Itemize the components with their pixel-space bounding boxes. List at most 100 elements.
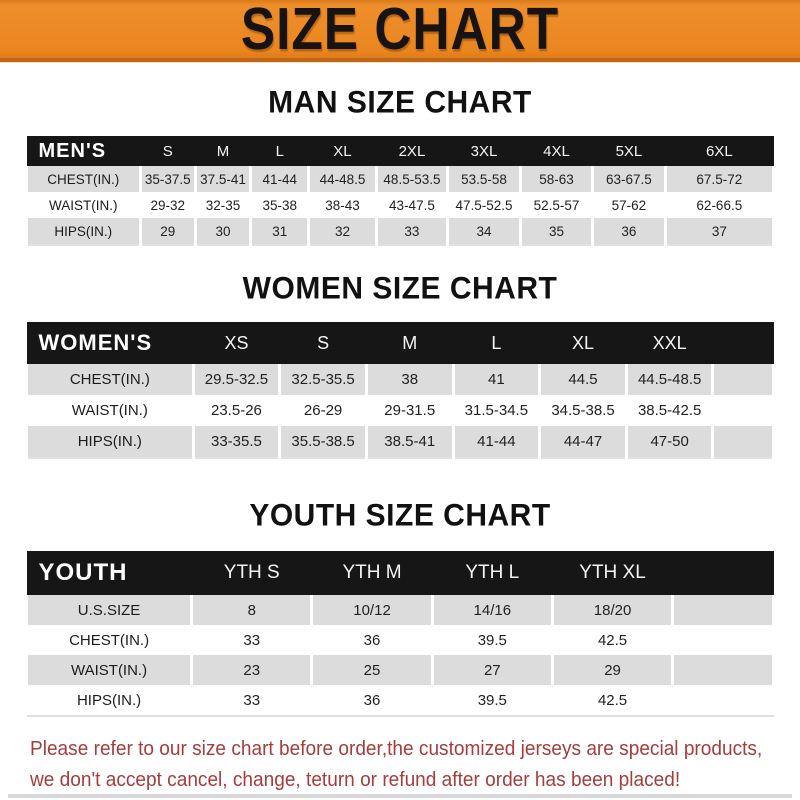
- row-label: WAIST(IN.): [26, 395, 194, 426]
- table-cell: 52.5-57: [520, 192, 593, 218]
- table-row: WAIST(IN.) 23 25 27 29: [24, 655, 775, 685]
- table-corner-label: YOUTH: [26, 551, 192, 595]
- table-cell: 38-43: [308, 192, 377, 218]
- table-cell: 53.5-58: [446, 166, 522, 192]
- row-spacer: [711, 426, 775, 458]
- table-cell: 30: [193, 218, 253, 245]
- table-cell: 48.5-53.5: [374, 166, 450, 192]
- table-cell: 29-31.5: [366, 395, 454, 426]
- table-row: HIPS(IN.) 33-35.5 35.5-38.5 38.5-41 41-44 44-…: [25, 426, 775, 458]
- row-label: HIPS(IN.): [25, 426, 195, 458]
- disclaimer: Please refer to our size chart before or…: [30, 733, 800, 795]
- column-header: S: [140, 136, 196, 166]
- table-cell: 29: [550, 655, 675, 685]
- table-cell: 62-66.5: [665, 192, 774, 218]
- table-cell: 23.5-26: [193, 395, 280, 426]
- table-corner-label: WOMEN'S: [26, 322, 194, 364]
- table-cell: 41-44: [451, 426, 542, 458]
- table-row: CHEST(IN.) 33 36 39.5 42.5: [26, 625, 774, 655]
- column-header: 3XL: [447, 136, 521, 166]
- table-cell: 33-35.5: [191, 426, 282, 458]
- table-cell: 35: [518, 218, 595, 245]
- size-table: MEN'S S M L XL 2XL 3XL 4XL 5XL 6XL CHEST(IN.) 35-37…: [25, 136, 776, 246]
- column-header: S: [279, 322, 367, 364]
- row-label: CHEST(IN.): [26, 625, 192, 655]
- table-cell: 39.5: [432, 685, 553, 716]
- table-cell: 35-37.5: [138, 166, 197, 192]
- table-cell: 47.5-52.5: [447, 192, 521, 218]
- table-cell: 38.5-42.5: [626, 395, 713, 426]
- row-label: WAIST(IN.): [24, 655, 194, 685]
- table-cell: 27: [430, 655, 554, 685]
- table-cell: 57-62: [592, 192, 666, 218]
- table-cell: 39.5: [432, 625, 553, 655]
- table-cell: 44.5: [538, 364, 628, 395]
- table-cell: 36: [311, 625, 433, 655]
- column-header: XL: [539, 322, 627, 364]
- table-cell: 44.5-48.5: [624, 364, 715, 395]
- table-cell: 29-32: [140, 192, 196, 218]
- table-cell: 33: [374, 218, 450, 245]
- section-men: MAN SIZE CHART MEN'S S M L XL 2XL 3XL 4XL 5XL 6XL…: [0, 85, 800, 246]
- row-spacer: [671, 595, 775, 625]
- table-cell: 44-48.5: [307, 166, 378, 192]
- row-spacer: [672, 625, 774, 655]
- table-cell: 31.5-34.5: [453, 395, 540, 426]
- column-header: 4XL: [520, 136, 593, 166]
- table-cell: 36: [311, 685, 433, 716]
- table-row: HIPS(IN.) 29 30 31 32 33 34 35 36 37: [25, 218, 776, 245]
- table-cell: 8: [190, 595, 314, 625]
- column-header: XXL: [626, 322, 713, 364]
- section-women: WOMEN SIZE CHART WOMEN'S XS S M L XL XXL CHEST(…: [0, 271, 800, 459]
- disclaimer-line-1: Please refer to our size chart before or…: [30, 737, 763, 760]
- table-header-row: YOUTH YTH S YTH M YTH L YTH XL: [26, 551, 774, 595]
- table-cell: 42.5: [552, 625, 673, 655]
- row-spacer: [712, 395, 774, 426]
- column-header: L: [250, 136, 309, 166]
- table-cell: 18/20: [550, 595, 675, 625]
- table-cell: 32.5-35.5: [278, 364, 368, 395]
- column-header: YTH L: [432, 551, 553, 595]
- table-header-row: WOMEN'S XS S M L XL XXL: [26, 322, 774, 364]
- table-cell: 32: [307, 218, 378, 245]
- row-spacer: [711, 364, 775, 395]
- disclaimer-line-2: we don't accept cancel, change, teturn o…: [30, 768, 681, 791]
- row-label: CHEST(IN.): [25, 364, 195, 395]
- row-label: HIPS(IN.): [25, 218, 142, 245]
- men-size-table: MEN'S S M L XL 2XL 3XL 4XL 5XL 6XL CHEST(IN.) 35-37…: [25, 136, 776, 246]
- table-corner-label: MEN'S: [26, 136, 141, 166]
- table-cell: 34.5-38.5: [539, 395, 627, 426]
- bottom-divider: [8, 794, 792, 798]
- table-cell: 35.5-38.5: [278, 426, 368, 458]
- table-header-row: MEN'S S M L XL 2XL 3XL 4XL 5XL 6XL: [26, 136, 774, 166]
- table-row: HIPS(IN.) 33 36 39.5 42.5: [26, 685, 774, 716]
- row-label: HIPS(IN.): [26, 685, 192, 716]
- table-cell: 38: [364, 364, 455, 395]
- column-header: M: [366, 322, 454, 364]
- table-cell: 67.5-72: [663, 166, 776, 192]
- table-cell: 25: [310, 655, 434, 685]
- table-cell: 26-29: [279, 395, 367, 426]
- table-row: WAIST(IN.) 29-32 32-35 35-38 38-43 43-47.5 47.…: [26, 192, 774, 218]
- size-table: YOUTH YTH S YTH M YTH L YTH XL U.S.SIZE 8 10/12…: [24, 551, 775, 717]
- table-cell: 33: [191, 625, 312, 655]
- table-cell: 36: [591, 218, 667, 245]
- table-cell: 47-50: [624, 426, 715, 458]
- banner: SIZE CHART: [0, 0, 800, 62]
- table-cell: 35-38: [250, 192, 309, 218]
- table-row: CHEST(IN.) 35-37.5 37.5-41 41-44 44-48.5 48.5…: [25, 166, 776, 192]
- table-cell: 37.5-41: [193, 166, 253, 192]
- row-spacer: [671, 655, 775, 685]
- table-cell: 58-63: [518, 166, 595, 192]
- banner-title: SIZE CHART: [240, 0, 560, 63]
- row-label: WAIST(IN.): [26, 192, 141, 218]
- column-header: L: [453, 322, 540, 364]
- header-spacer: [712, 322, 774, 364]
- column-header: XL: [308, 136, 377, 166]
- column-header: 2XL: [376, 136, 448, 166]
- table-cell: 41-44: [249, 166, 311, 192]
- table-cell: 42.5: [552, 685, 673, 716]
- size-table: WOMEN'S XS S M L XL XXL CHEST(IN.) 29.5-32.5 32.5…: [25, 322, 775, 459]
- table-cell: 33: [191, 685, 312, 716]
